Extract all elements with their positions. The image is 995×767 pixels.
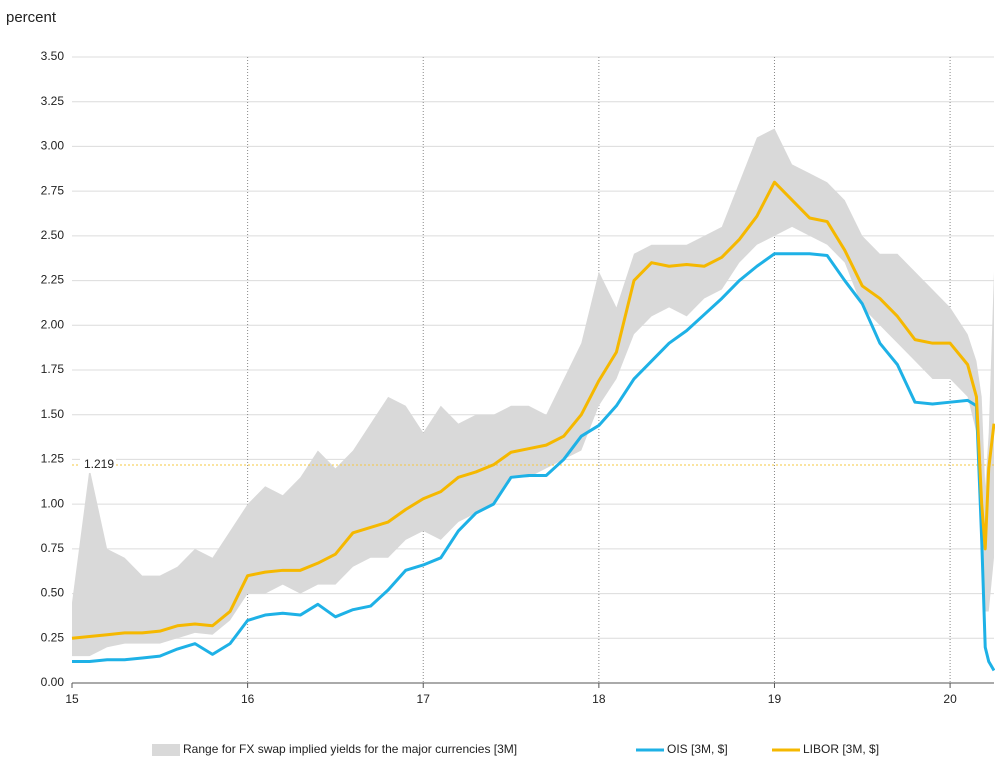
legend-label: Range for FX swap implied yields for the… bbox=[183, 742, 517, 756]
y-tick-label: 0.00 bbox=[41, 675, 65, 689]
y-tick-label: 1.00 bbox=[41, 496, 65, 510]
legend-swatch bbox=[152, 744, 180, 756]
y-tick-label: 2.50 bbox=[41, 228, 65, 242]
y-tick-label: 2.25 bbox=[41, 273, 65, 287]
y-tick-label: 1.75 bbox=[41, 362, 65, 376]
y-tick-label: 0.25 bbox=[41, 630, 65, 644]
y-tick-label: 2.75 bbox=[41, 183, 65, 197]
x-tick-label: 18 bbox=[592, 692, 606, 706]
y-tick-label: 0.50 bbox=[41, 586, 65, 600]
x-tick-label: 15 bbox=[65, 692, 79, 706]
reference-label: 1.219 bbox=[84, 457, 114, 471]
range-band bbox=[72, 128, 994, 657]
series-line bbox=[71, 180, 995, 640]
x-tick-label: 16 bbox=[241, 692, 255, 706]
y-tick-label: 3.50 bbox=[41, 49, 65, 63]
series-line bbox=[72, 252, 995, 672]
legend-label: OIS [3M, $] bbox=[667, 742, 728, 756]
reference-label-bg bbox=[80, 456, 116, 473]
x-tick-label: 19 bbox=[768, 692, 782, 706]
y-tick-label: 1.50 bbox=[41, 407, 65, 421]
y-tick-label: 2.00 bbox=[41, 317, 65, 331]
x-tick-label: 17 bbox=[417, 692, 431, 706]
x-tick-label: 20 bbox=[943, 692, 957, 706]
y-tick-label: 3.00 bbox=[41, 139, 65, 153]
legend-label: LIBOR [3M, $] bbox=[803, 742, 879, 756]
y-tick-label: 1.25 bbox=[41, 452, 65, 466]
y-tick-label: 3.25 bbox=[41, 94, 65, 108]
y-tick-label: 0.75 bbox=[41, 541, 65, 555]
y-unit-label: percent bbox=[6, 9, 57, 26]
